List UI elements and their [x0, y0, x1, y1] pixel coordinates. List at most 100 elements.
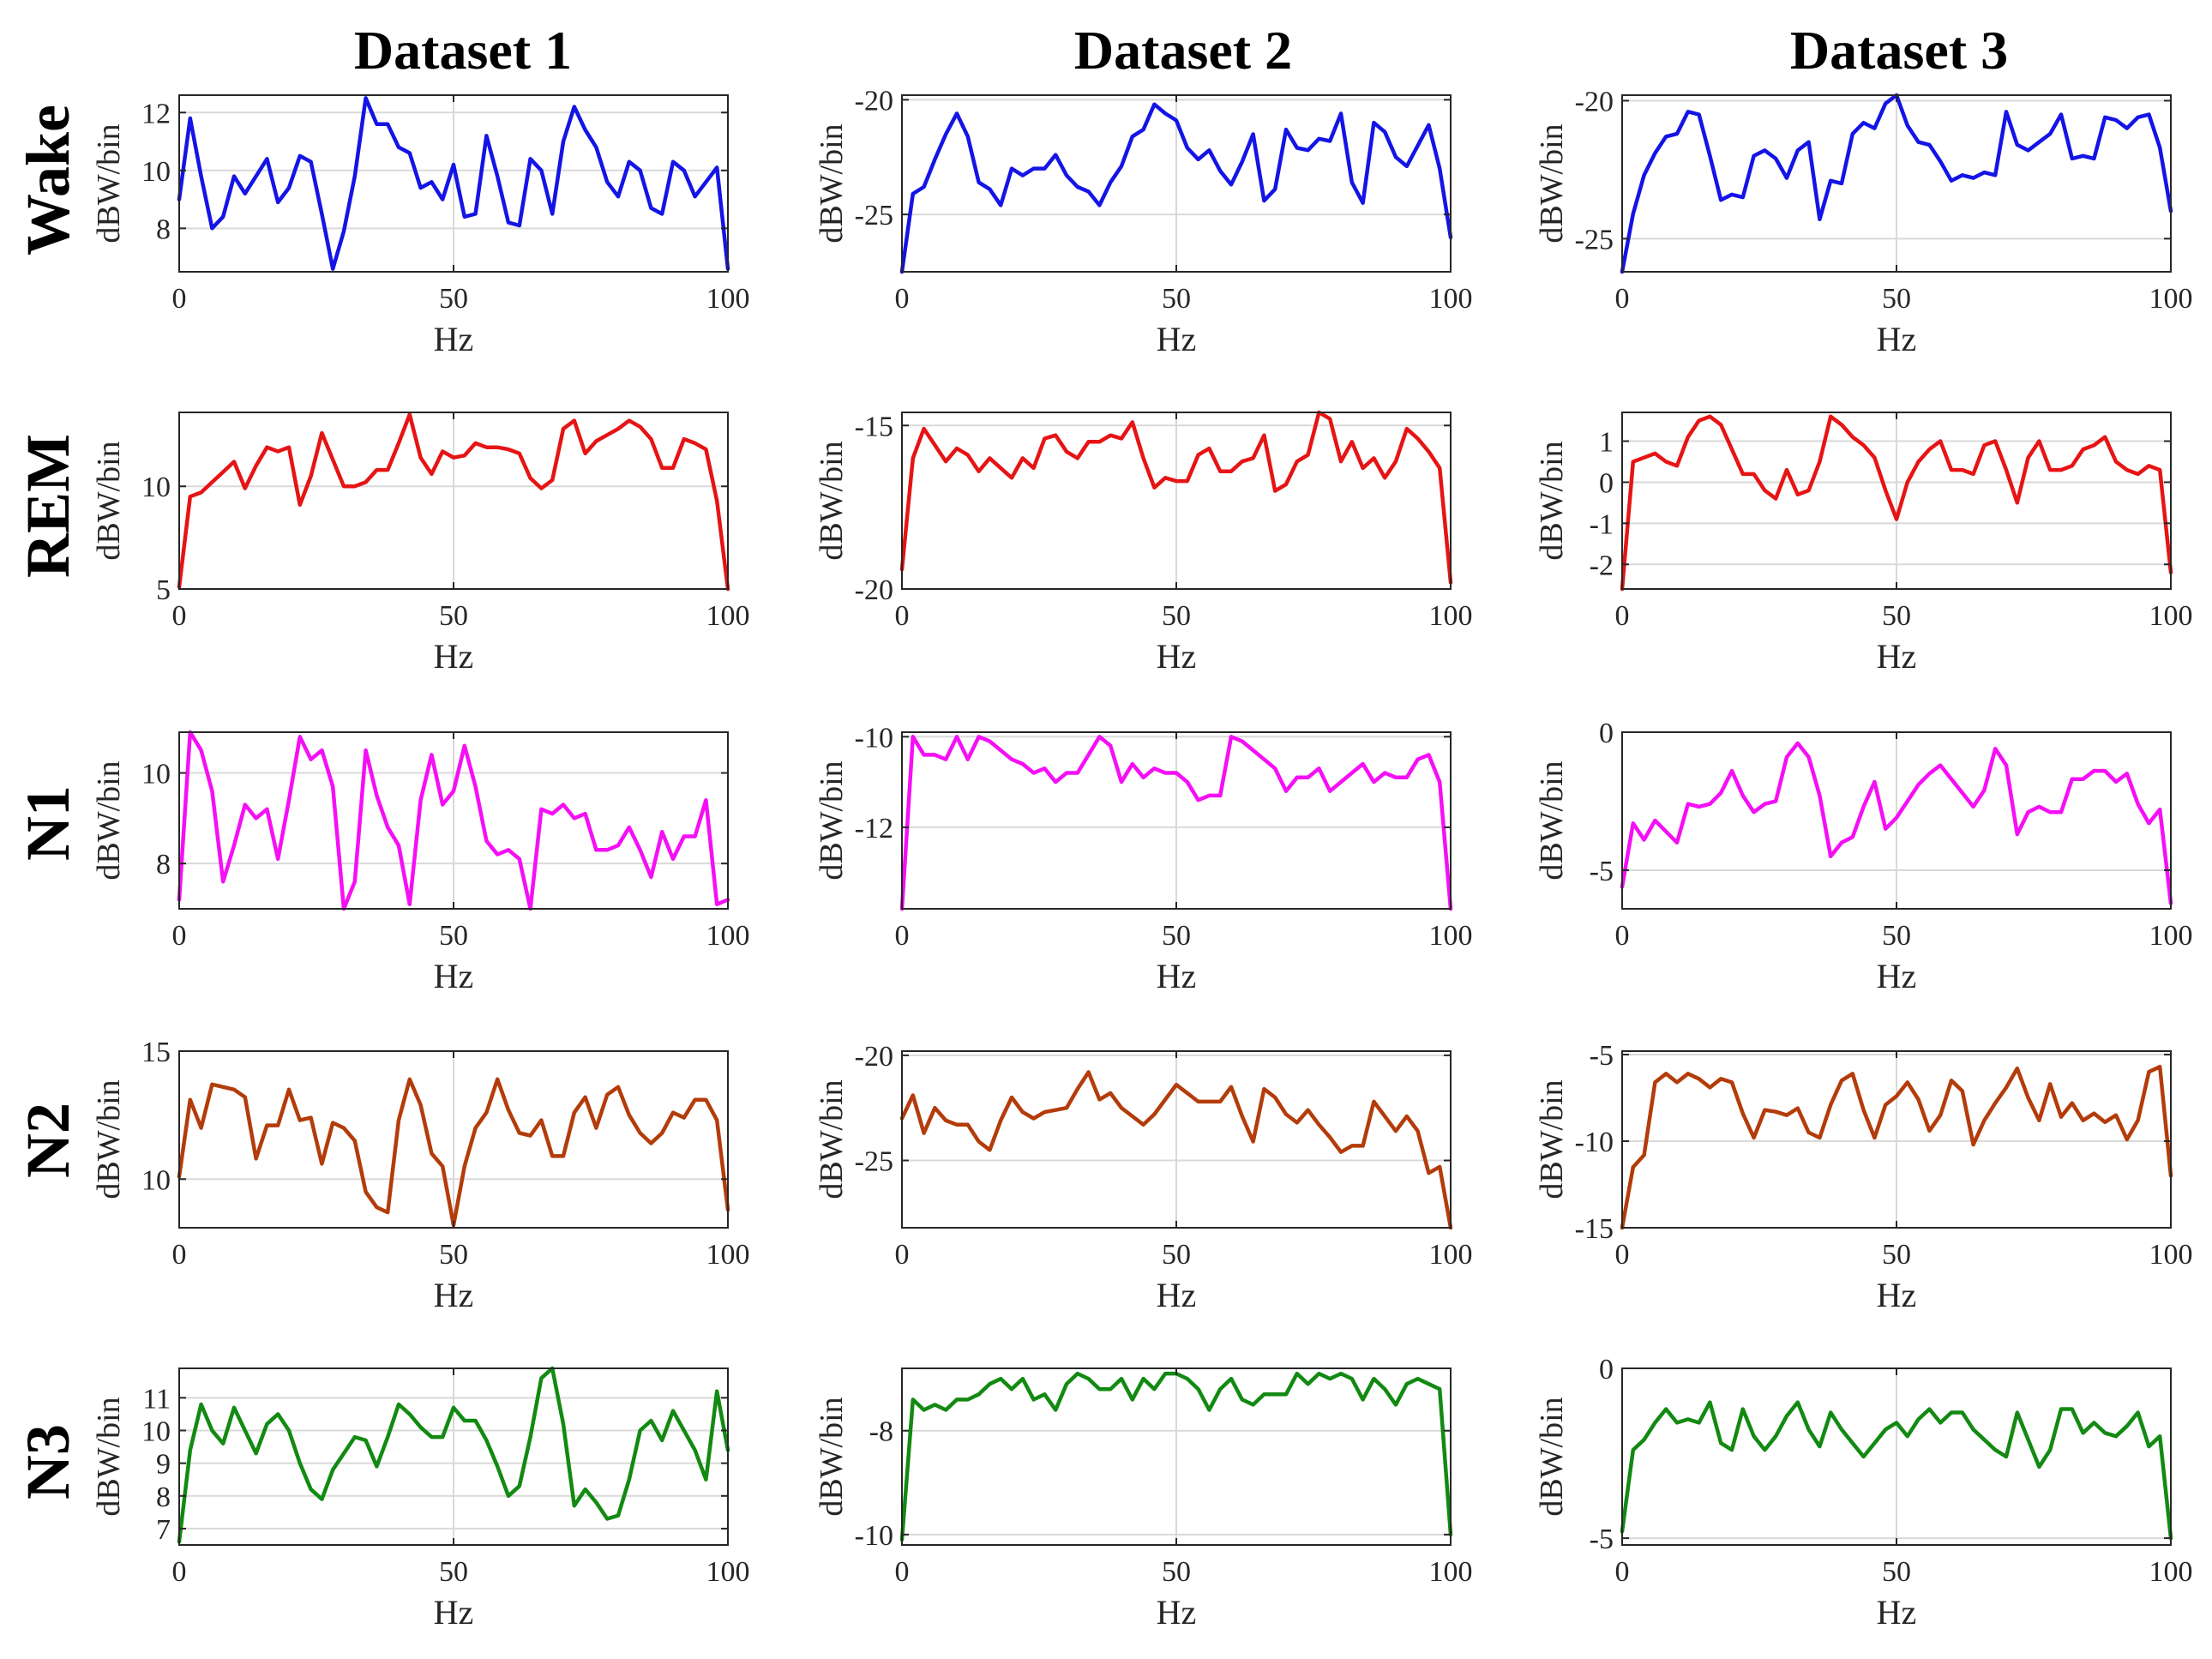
y-tick-label: 12: [141, 98, 171, 129]
x-tick-label: 50: [1882, 600, 1911, 632]
x-axis-label: Hz: [434, 1276, 474, 1314]
x-axis-label: Hz: [434, 957, 474, 995]
x-axis-label: Hz: [1877, 1593, 1917, 1632]
x-tick-label: 0: [172, 1556, 187, 1588]
x-tick-label: 50: [439, 600, 468, 632]
x-tick-label: 50: [1882, 1556, 1911, 1588]
column-title-dataset-1: Dataset 1: [354, 20, 572, 81]
x-tick-label: 0: [895, 600, 910, 632]
y-tick-label: -25: [855, 1146, 893, 1178]
y-tick-label: -25: [855, 200, 893, 231]
series-line-n2-d3: [1620, 1064, 2173, 1230]
x-tick-label: 100: [706, 600, 750, 632]
y-tick-label: 8: [156, 1482, 171, 1513]
y-tick-label: 10: [141, 759, 171, 790]
x-axis-label: Hz: [1157, 957, 1197, 995]
x-tick-label: 100: [706, 1556, 750, 1588]
x-axis-label: Hz: [1877, 637, 1917, 676]
x-tick-label: 100: [2149, 1556, 2193, 1588]
y-tick-label: -5: [1590, 1524, 1614, 1555]
series-line-n3-d1: [177, 1366, 730, 1544]
y-tick-label: -20: [855, 85, 893, 117]
y-tick-label: 8: [156, 849, 171, 881]
x-tick-label: 50: [439, 283, 468, 315]
y-axis-label: dBW/bin: [91, 1079, 127, 1199]
x-tick-label: 100: [1429, 920, 1473, 952]
x-tick-label: 100: [706, 1239, 750, 1271]
series-line-n2-d2: [899, 1070, 1453, 1230]
y-axis-label: dBW/bin: [1534, 760, 1570, 880]
row-title-rem: REM: [14, 434, 82, 578]
x-tick-label: 100: [706, 283, 750, 315]
series-line-n1-d1: [177, 730, 730, 911]
x-axis-label: Hz: [1877, 320, 1917, 358]
x-tick-label: 100: [1429, 1556, 1473, 1588]
panel-n1-d3: 0 50 100 -5 0 Hz dBW/bin: [1534, 718, 2193, 995]
y-axis-label: dBW/bin: [814, 1397, 850, 1516]
series-line-rem-d1: [177, 412, 730, 592]
x-tick-label: 0: [895, 283, 910, 315]
x-tick-label: 50: [439, 1239, 468, 1271]
x-tick-label: 0: [172, 1239, 187, 1271]
y-tick-label: 15: [141, 1037, 171, 1068]
x-tick-label: 100: [2149, 600, 2193, 632]
x-axis-label: Hz: [1157, 320, 1197, 358]
panel-rem-d2: 0 50 100 -20 -15 Hz dBW/bin: [814, 410, 1473, 676]
y-tick-label: -25: [1575, 224, 1614, 255]
series-line-n3-d3: [1620, 1400, 2173, 1541]
x-tick-label: 0: [1615, 283, 1630, 315]
x-tick-label: 100: [1429, 283, 1473, 315]
x-tick-label: 100: [2149, 1239, 2193, 1271]
x-tick-label: 0: [1615, 1239, 1630, 1271]
x-tick-label: 0: [172, 283, 187, 315]
column-title-dataset-2: Dataset 2: [1074, 20, 1292, 81]
y-tick-label: 10: [141, 1164, 171, 1196]
y-tick-label: -20: [855, 574, 893, 606]
y-tick-label: -20: [855, 1041, 893, 1073]
panel-n3-d2: 0 50 100 -10 -8 Hz dBW/bin: [814, 1367, 1473, 1632]
series-line-rem-d3: [1620, 414, 2173, 592]
y-tick-label: 0: [1599, 467, 1614, 499]
x-axis-label: Hz: [434, 637, 474, 676]
y-tick-label: 10: [141, 472, 171, 503]
panel-wake-d1: 0 50 100 8 10 12 Hz dBW/bin: [91, 94, 750, 358]
x-tick-label: 0: [895, 920, 910, 952]
row-title-n2: N2: [14, 1103, 82, 1178]
y-tick-label: -15: [1575, 1213, 1614, 1245]
y-tick-label: -12: [855, 813, 893, 845]
x-axis-label: Hz: [434, 1593, 474, 1632]
y-tick-label: -1: [1590, 508, 1614, 540]
y-tick-label: -10: [855, 722, 893, 754]
y-axis-label: dBW/bin: [814, 123, 850, 243]
y-axis-label: dBW/bin: [814, 760, 850, 880]
panel-rem-d3: 0 50 100 -2 -1 0 1 Hz dBW/bin: [1534, 412, 2193, 676]
y-axis-label: dBW/bin: [1534, 123, 1570, 243]
panel-n2-d3: 0 50 100 -15 -10 -5 Hz dBW/bin: [1534, 1040, 2193, 1314]
y-tick-label: 7: [156, 1514, 171, 1546]
y-axis-label: dBW/bin: [1534, 1079, 1570, 1199]
y-tick-label: -20: [1575, 86, 1614, 117]
panel-n2-d1: 0 50 100 10 15 Hz dBW/bin: [91, 1037, 750, 1314]
y-axis-label: dBW/bin: [1534, 1397, 1570, 1516]
row-title-wake: Wake: [14, 105, 82, 255]
y-tick-label: -15: [855, 411, 893, 442]
y-tick-label: 10: [141, 156, 171, 188]
x-tick-label: 50: [1882, 283, 1911, 315]
x-tick-label: 50: [1162, 600, 1191, 632]
x-axis-label: Hz: [1157, 1276, 1197, 1314]
x-tick-label: 50: [1162, 920, 1191, 952]
x-tick-label: 50: [439, 920, 468, 952]
series-line-wake-d2: [899, 102, 1453, 274]
x-tick-label: 0: [1615, 600, 1630, 632]
series-line-wake-d1: [177, 96, 730, 271]
x-axis-label: Hz: [1877, 957, 1917, 995]
panel-n1-d1: 0 50 100 8 10 Hz dBW/bin: [91, 730, 750, 995]
series-line-rem-d2: [899, 410, 1453, 585]
y-tick-label: -10: [1575, 1127, 1614, 1158]
panel-n1-d2: 0 50 100 -12 -10 Hz dBW/bin: [814, 722, 1473, 995]
y-tick-label: -5: [1590, 1040, 1614, 1072]
x-tick-label: 0: [1615, 920, 1630, 952]
y-tick-label: 9: [156, 1449, 171, 1481]
